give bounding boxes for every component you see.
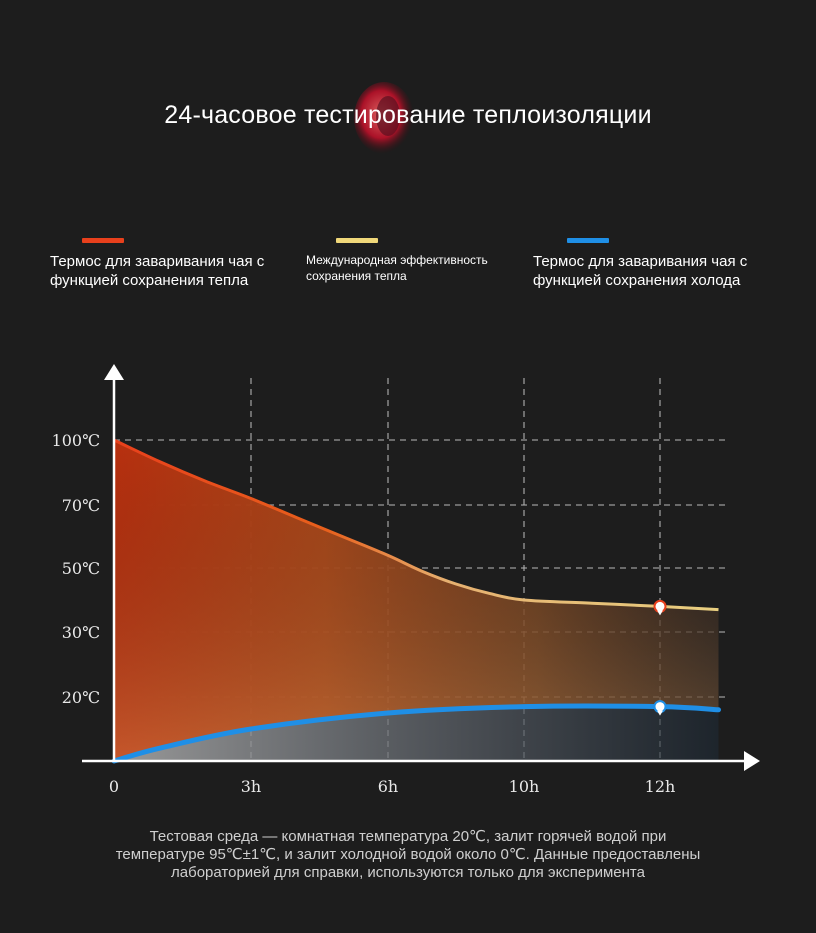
y-tick-label-2: 50℃ [62,559,100,578]
markers [653,599,667,716]
series-line-cold [111,703,721,764]
x-axis-arrow-icon [744,751,760,771]
brand-logo-icon [354,82,414,154]
series-lines [111,438,721,764]
marker-hot [653,599,667,616]
series-line-hot [113,438,719,612]
legend-item-cold: Термос для заваривания чая с функцией со… [533,238,747,291]
x-tick-label-2: 6h [378,777,398,796]
y-axis-arrow-icon [104,364,124,380]
legend-swatch-international [336,238,378,243]
legend-label-cold: Термос для заваривания чая с функцией со… [533,253,748,289]
legend-swatch-hot [82,238,124,243]
legend-item-hot: Термос для заваривания чая с функцией со… [50,238,264,291]
legend-item-international: Международная эффективность сохранения т… [306,238,488,284]
tick-labels: 20℃ 30℃ 50℃ 70℃ 100℃ 0 3h 6h 10h 12h [52,431,676,796]
y-tick-label-3: 70℃ [62,496,100,515]
area-cold [114,705,719,761]
footnote: Тестовая среда — комнатная температура 2… [115,828,701,881]
legend-label-international: Международная эффективность сохранения т… [306,253,488,283]
x-tick-label-1: 3h [241,777,261,796]
x-tick-label-0: 0 [109,777,119,796]
area-fills [114,440,719,761]
x-tick-label-4: 12h [645,777,676,796]
area-hot-glow [114,440,719,761]
marker-cold [653,700,667,716]
y-tick-label-1: 30℃ [62,623,100,642]
axes [82,364,760,771]
page-title: 24-часовое тестирование теплоизоляции [164,101,652,129]
legend-swatch-cold [567,238,609,243]
y-tick-label-4: 100℃ [52,431,100,450]
x-tick-label-3: 10h [509,777,540,796]
y-tick-label-0: 20℃ [62,688,100,707]
legend-label-hot: Термос для заваривания чая с функцией со… [50,253,265,289]
